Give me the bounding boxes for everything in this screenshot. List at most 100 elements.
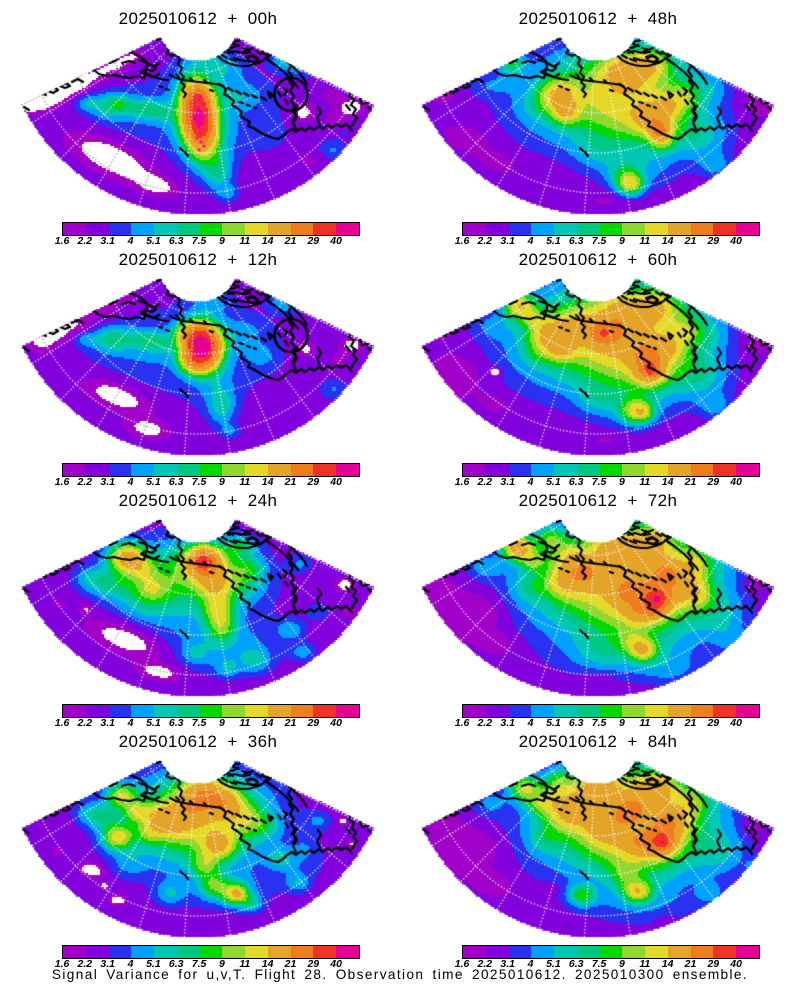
colorbar-cell <box>313 223 337 235</box>
colorbar-tick: 6.3 <box>168 958 184 970</box>
colorbar-cell <box>267 464 291 476</box>
colorbar-cell <box>154 464 177 476</box>
colorbar-cell <box>336 223 359 235</box>
colorbar-cell <box>531 223 555 235</box>
colorbar-cell <box>645 464 668 476</box>
colorbar-cell <box>222 705 246 717</box>
colorbar-cell <box>713 223 737 235</box>
colorbar-tick: 9 <box>619 958 625 970</box>
panel-title: 2025010612 + 48h <box>518 9 678 28</box>
colorbar-cell <box>222 946 246 958</box>
figure-caption: Signal Variance for u,v,T. Flight 28. Ob… <box>51 967 749 982</box>
forecast-panel: 2025010612 + 00h 1.62.23.145.16.37.59111… <box>0 0 400 247</box>
colorbar-tick: 9 <box>219 958 225 970</box>
colorbar-cell <box>667 946 691 958</box>
colorbar-cell <box>131 705 155 717</box>
colorbar-cell <box>222 223 246 235</box>
forecast-panel: 2025010612 + 60h 1.62.23.145.16.37.59111… <box>400 241 800 488</box>
map-canvas <box>0 0 400 241</box>
colorbar-cell <box>85 464 109 476</box>
colorbar-tick: 11 <box>239 958 251 970</box>
colorbar-cell <box>508 464 532 476</box>
colorbar-cell <box>485 223 509 235</box>
colorbar-cell <box>736 223 759 235</box>
colorbar-cell <box>154 705 177 717</box>
panel-title: 2025010612 + 00h <box>118 9 278 28</box>
colorbar-tick: 4 <box>527 958 534 970</box>
colorbar-cell <box>85 946 109 958</box>
map-canvas <box>0 482 400 723</box>
colorbar-cell <box>576 705 600 717</box>
colorbar-cell <box>245 705 268 717</box>
forecast-panel: 2025010612 + 36h 1.6 2.2 3.1 4 5.1 6.3 7.5 9 11 1… <box>0 723 400 970</box>
colorbar-labels: 1.6 2.2 3.1 4 5.1 6.3 7.5 9 11 14 21 29 40 <box>0 958 400 972</box>
colorbar-cell <box>622 223 646 235</box>
colorbar-cell <box>108 223 132 235</box>
colorbar <box>462 945 760 959</box>
colorbar-cell <box>554 705 577 717</box>
colorbar-cell <box>131 464 155 476</box>
colorbar-cell <box>576 464 600 476</box>
colorbar <box>62 945 360 959</box>
colorbar-cell <box>199 464 223 476</box>
colorbar-cell <box>131 946 155 958</box>
colorbar-cell <box>63 464 86 476</box>
colorbar-tick: 3.1 <box>500 958 515 970</box>
colorbar-tick: 40 <box>330 958 342 970</box>
map-canvas <box>400 0 800 241</box>
colorbar <box>462 704 760 718</box>
colorbar-cell <box>622 464 646 476</box>
colorbar-cell <box>176 464 200 476</box>
colorbar-cell <box>336 705 359 717</box>
colorbar-tick: 29 <box>707 958 720 970</box>
colorbar-cell <box>313 705 337 717</box>
colorbar-cell <box>554 223 577 235</box>
colorbar-tick: 29 <box>307 958 320 970</box>
map-canvas <box>0 241 400 482</box>
colorbar-cell <box>154 223 177 235</box>
colorbar-cell <box>622 705 646 717</box>
panel-title: 2025010612 + 12h <box>118 250 278 269</box>
colorbar-cell <box>108 464 132 476</box>
colorbar-cell <box>599 946 623 958</box>
colorbar-cell <box>63 223 86 235</box>
colorbar-cell <box>267 705 291 717</box>
colorbar-tick: 3.1 <box>100 958 115 970</box>
colorbar-cell <box>313 946 337 958</box>
colorbar-cell <box>336 946 359 958</box>
panel-title: 2025010612 + 84h <box>518 732 678 751</box>
colorbar-cell <box>622 946 646 958</box>
colorbar-cell <box>267 946 291 958</box>
colorbar-tick: 7.5 <box>591 958 607 970</box>
forecast-panel: 2025010612 + 72h 1.62.23.145.16.37.59111… <box>400 482 800 729</box>
colorbar-cell <box>485 705 509 717</box>
colorbar-cell <box>690 705 714 717</box>
colorbar-cell <box>576 223 600 235</box>
colorbar-cell <box>176 223 200 235</box>
colorbar-cell <box>199 223 223 235</box>
colorbar-tick: 5.1 <box>146 958 161 970</box>
colorbar-tick: 6.3 <box>568 958 584 970</box>
colorbar-cell <box>554 946 577 958</box>
panel-title: 2025010612 + 36h <box>118 732 278 751</box>
colorbar-cell <box>508 946 532 958</box>
colorbar <box>62 222 360 236</box>
map-canvas <box>400 482 800 723</box>
colorbar-cell <box>554 464 577 476</box>
colorbar-tick: 2.2 <box>477 958 493 970</box>
colorbar-tick: 40 <box>730 958 742 970</box>
colorbar-tick: 4 <box>127 958 134 970</box>
colorbar-cell <box>313 464 337 476</box>
colorbar-cell <box>85 223 109 235</box>
colorbar-cell <box>531 946 555 958</box>
colorbar-tick: 21 <box>684 958 697 970</box>
colorbar-cell <box>713 946 737 958</box>
colorbar-tick: 1.6 <box>454 958 470 970</box>
colorbar-cell <box>713 464 737 476</box>
colorbar-cell <box>645 223 668 235</box>
colorbar-cell <box>85 705 109 717</box>
colorbar-cell <box>645 705 668 717</box>
colorbar-cell <box>690 223 714 235</box>
forecast-panel: 2025010612 + 12h 1.62.23.145.16.37.59111… <box>0 241 400 488</box>
colorbar-cell <box>736 946 759 958</box>
